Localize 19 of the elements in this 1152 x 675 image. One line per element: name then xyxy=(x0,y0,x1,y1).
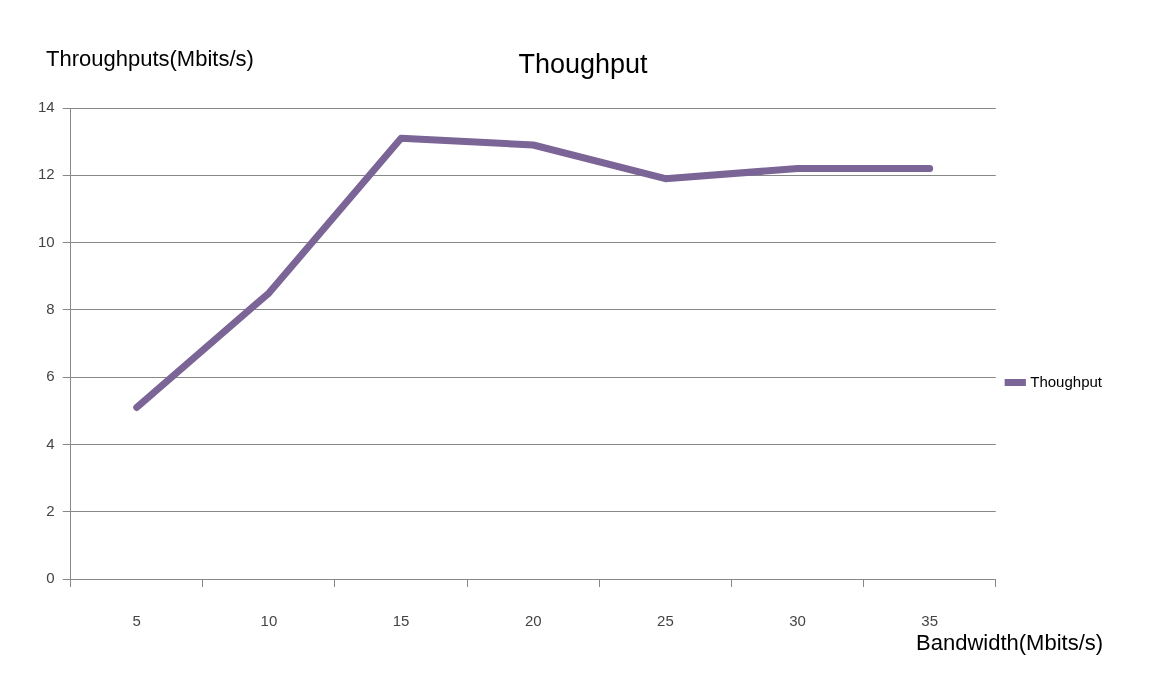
x-tick-label: 25 xyxy=(657,612,674,630)
x-tick-label: 20 xyxy=(524,612,542,630)
y-tick-label: 4 xyxy=(46,434,55,452)
legend-label: Thoughput xyxy=(1030,372,1103,390)
y-tick-label: 12 xyxy=(38,165,55,183)
x-tick-label: 35 xyxy=(921,612,939,630)
x-tick-label: 5 xyxy=(132,612,141,630)
y-tick-label: 14 xyxy=(38,98,55,116)
chart-title: Thoughput xyxy=(518,49,649,80)
y-tick-label: 6 xyxy=(46,367,55,385)
y-tick-label: 10 xyxy=(38,232,55,250)
x-axis-title: Bandwidth(Mbits/s) xyxy=(916,630,1104,656)
x-tick-label: 10 xyxy=(260,612,278,630)
y-axis-title: Throughputs(Mbits/s) xyxy=(46,46,254,72)
x-tick-label: 30 xyxy=(789,612,806,630)
y-tick-label: 8 xyxy=(46,300,55,317)
y-tick-label: 2 xyxy=(46,501,55,519)
y-tick-label: 0 xyxy=(46,569,55,587)
x-tick-label: 15 xyxy=(392,612,410,630)
